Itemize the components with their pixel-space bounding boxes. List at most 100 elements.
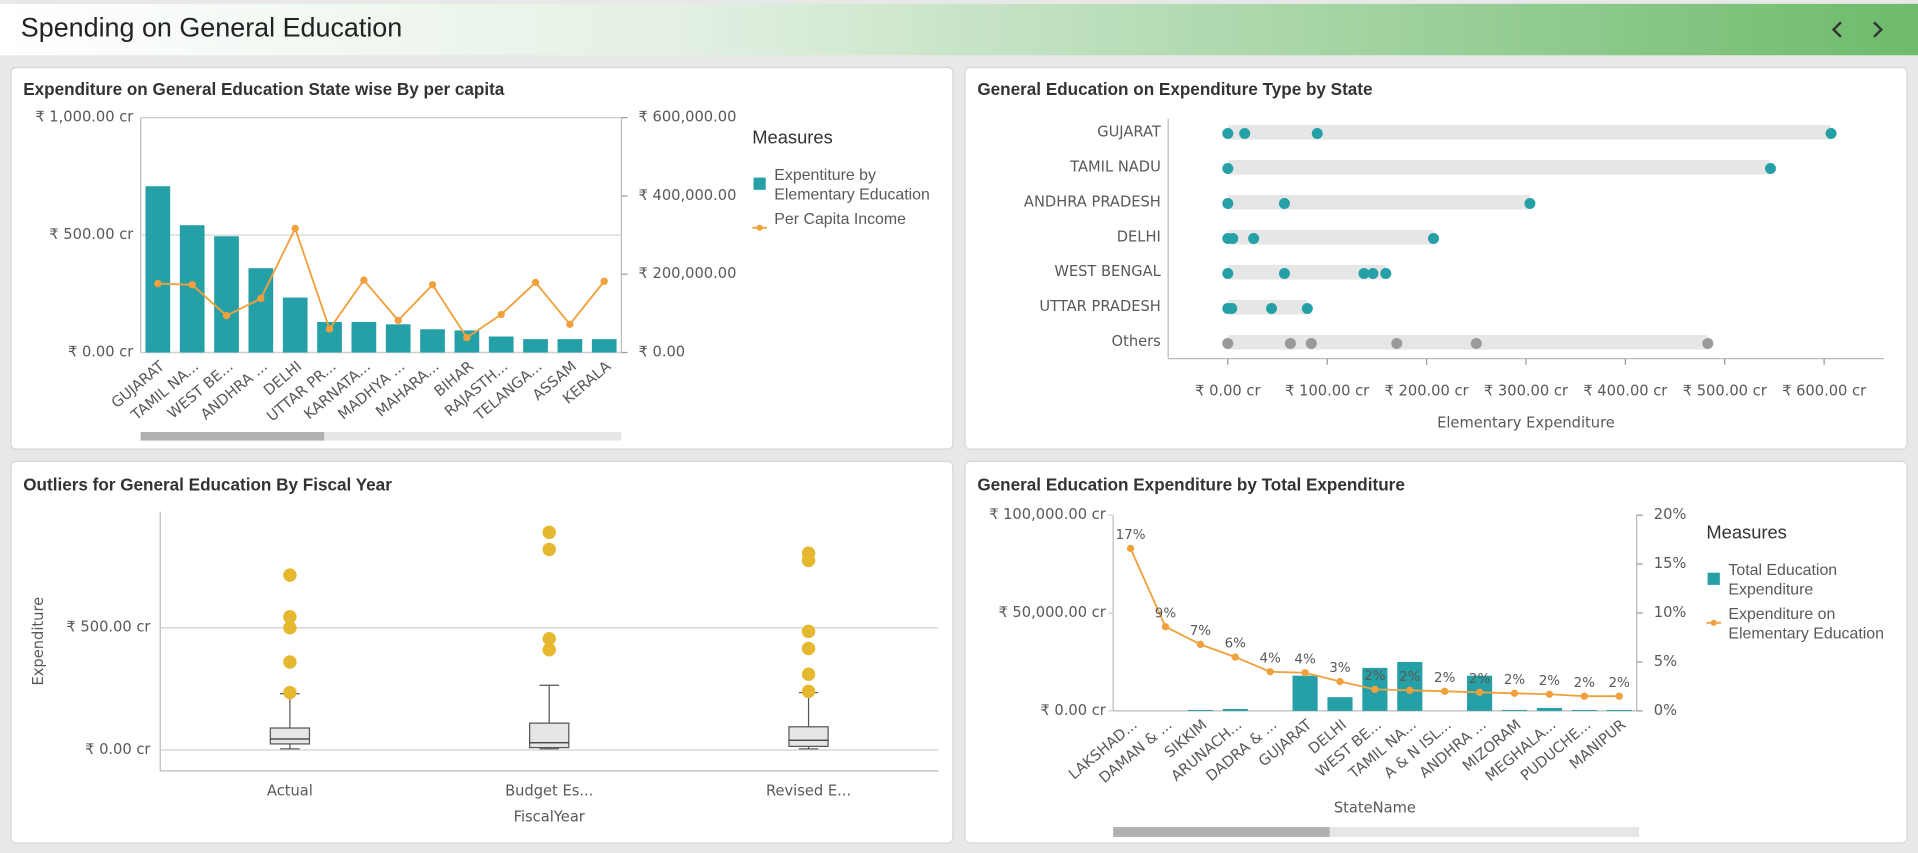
page-title: Spending on General Education bbox=[21, 13, 402, 43]
x-tick-label: Actual bbox=[267, 783, 313, 800]
y-tick-label: ₹ 50,000.00 cr bbox=[998, 604, 1106, 621]
legend-label-box: Expenditure on Elementary Education bbox=[1728, 604, 1884, 642]
scrollbar-thumb[interactable] bbox=[1113, 827, 1330, 837]
dot bbox=[1301, 302, 1313, 314]
data-label: 17% bbox=[1116, 528, 1146, 543]
dot bbox=[1227, 232, 1239, 244]
scrollbar-track[interactable] bbox=[140, 432, 622, 441]
y-tick-label: ₹ 1,000.00 cr bbox=[35, 109, 134, 126]
dot bbox=[1311, 128, 1323, 140]
point bbox=[325, 325, 334, 333]
outlier bbox=[801, 684, 816, 699]
bar bbox=[179, 225, 205, 353]
range-bar bbox=[1227, 264, 1386, 280]
dot bbox=[1266, 302, 1278, 314]
dot bbox=[1226, 302, 1238, 314]
bar bbox=[557, 339, 583, 353]
outlier bbox=[542, 632, 556, 646]
chart-title: Expenditure on General Education State w… bbox=[23, 80, 505, 99]
point bbox=[1196, 640, 1205, 649]
outlier bbox=[283, 655, 297, 669]
range-bar bbox=[1227, 159, 1771, 175]
legend-label: Per Capita Income bbox=[774, 209, 907, 228]
range-bar bbox=[1227, 124, 1832, 140]
point bbox=[463, 333, 471, 342]
dot bbox=[1391, 337, 1403, 349]
point bbox=[1580, 692, 1588, 700]
y-tick-label: WEST BENGAL bbox=[1054, 263, 1161, 280]
point bbox=[600, 277, 608, 285]
data-label: 7% bbox=[1190, 624, 1212, 639]
y-tick-label: DELHI bbox=[1117, 228, 1161, 245]
point bbox=[222, 312, 231, 320]
dot bbox=[1222, 163, 1234, 175]
legend-swatch bbox=[753, 177, 766, 190]
y-tick-label: ₹ 0.00 cr bbox=[68, 343, 134, 360]
point bbox=[360, 276, 368, 284]
dot bbox=[1825, 128, 1837, 140]
point bbox=[1266, 668, 1274, 676]
data-label: 2% bbox=[1609, 676, 1631, 691]
point bbox=[1371, 685, 1379, 694]
dot bbox=[1380, 267, 1392, 279]
data-label: 2% bbox=[1504, 673, 1526, 688]
dot bbox=[1239, 128, 1251, 140]
bar bbox=[1501, 709, 1528, 711]
legend-swatch bbox=[1707, 572, 1720, 585]
x-tick-label: ₹ 300.00 cr bbox=[1484, 383, 1569, 400]
dot bbox=[1222, 198, 1234, 210]
box bbox=[269, 727, 311, 745]
bar bbox=[1327, 697, 1353, 711]
dot bbox=[1358, 267, 1370, 279]
scrollbar-thumb[interactable] bbox=[140, 432, 325, 441]
data-label: 2% bbox=[1434, 671, 1456, 686]
dot bbox=[1367, 267, 1379, 279]
point bbox=[1510, 689, 1519, 697]
data-label: 2% bbox=[1364, 669, 1386, 684]
range-bar bbox=[1227, 334, 1708, 350]
data-label: 2% bbox=[1399, 670, 1421, 685]
x-tick-label: Budget Es... bbox=[505, 783, 593, 800]
dot bbox=[1248, 232, 1260, 244]
point bbox=[291, 224, 299, 233]
point bbox=[394, 316, 402, 325]
x-tick-label: ₹ 400.00 cr bbox=[1583, 383, 1668, 400]
point bbox=[428, 281, 437, 289]
x-axis-title: FiscalYear bbox=[514, 808, 586, 825]
y2-tick-label: ₹ 200,000.00 bbox=[639, 265, 737, 282]
chart-title: Outliers for General Education By Fiscal… bbox=[23, 475, 392, 494]
data-label: 6% bbox=[1225, 637, 1247, 652]
point bbox=[257, 294, 265, 303]
box bbox=[788, 726, 829, 747]
y-tick-label: UTTAR PRADESH bbox=[1039, 298, 1160, 315]
dot bbox=[1305, 337, 1317, 349]
outlier bbox=[283, 609, 297, 624]
x-tick-label: ₹ 200.00 cr bbox=[1385, 383, 1470, 400]
outlier bbox=[542, 525, 556, 540]
line bbox=[157, 226, 605, 339]
prev-arrow[interactable] bbox=[1831, 21, 1842, 38]
bar bbox=[1222, 708, 1248, 711]
data-label: 2% bbox=[1469, 672, 1491, 687]
data-label: 2% bbox=[1574, 676, 1596, 691]
x-tick-label: ₹ 0.00 cr bbox=[1195, 383, 1261, 400]
bar bbox=[454, 330, 480, 353]
outlier bbox=[801, 553, 816, 568]
legend-title: Measures bbox=[1706, 521, 1786, 542]
next-arrow[interactable] bbox=[1873, 21, 1884, 38]
x-tick-label: ₹ 600.00 cr bbox=[1782, 383, 1867, 400]
point bbox=[188, 281, 196, 289]
bar bbox=[385, 324, 411, 353]
y-tick-label: ₹ 0.00 cr bbox=[1040, 702, 1106, 719]
x-tick-label: ₹ 100.00 cr bbox=[1285, 383, 1370, 400]
y2-tick-label: 10% bbox=[1654, 604, 1687, 621]
bar bbox=[488, 336, 514, 353]
outlier bbox=[283, 685, 297, 700]
legend-label-box: Per Capita Income bbox=[774, 209, 907, 228]
point bbox=[154, 279, 162, 288]
bar bbox=[420, 329, 445, 353]
y-axis-title: Expenditure bbox=[30, 597, 47, 686]
bar bbox=[1292, 675, 1318, 711]
scrollbar-track[interactable] bbox=[1113, 827, 1640, 837]
